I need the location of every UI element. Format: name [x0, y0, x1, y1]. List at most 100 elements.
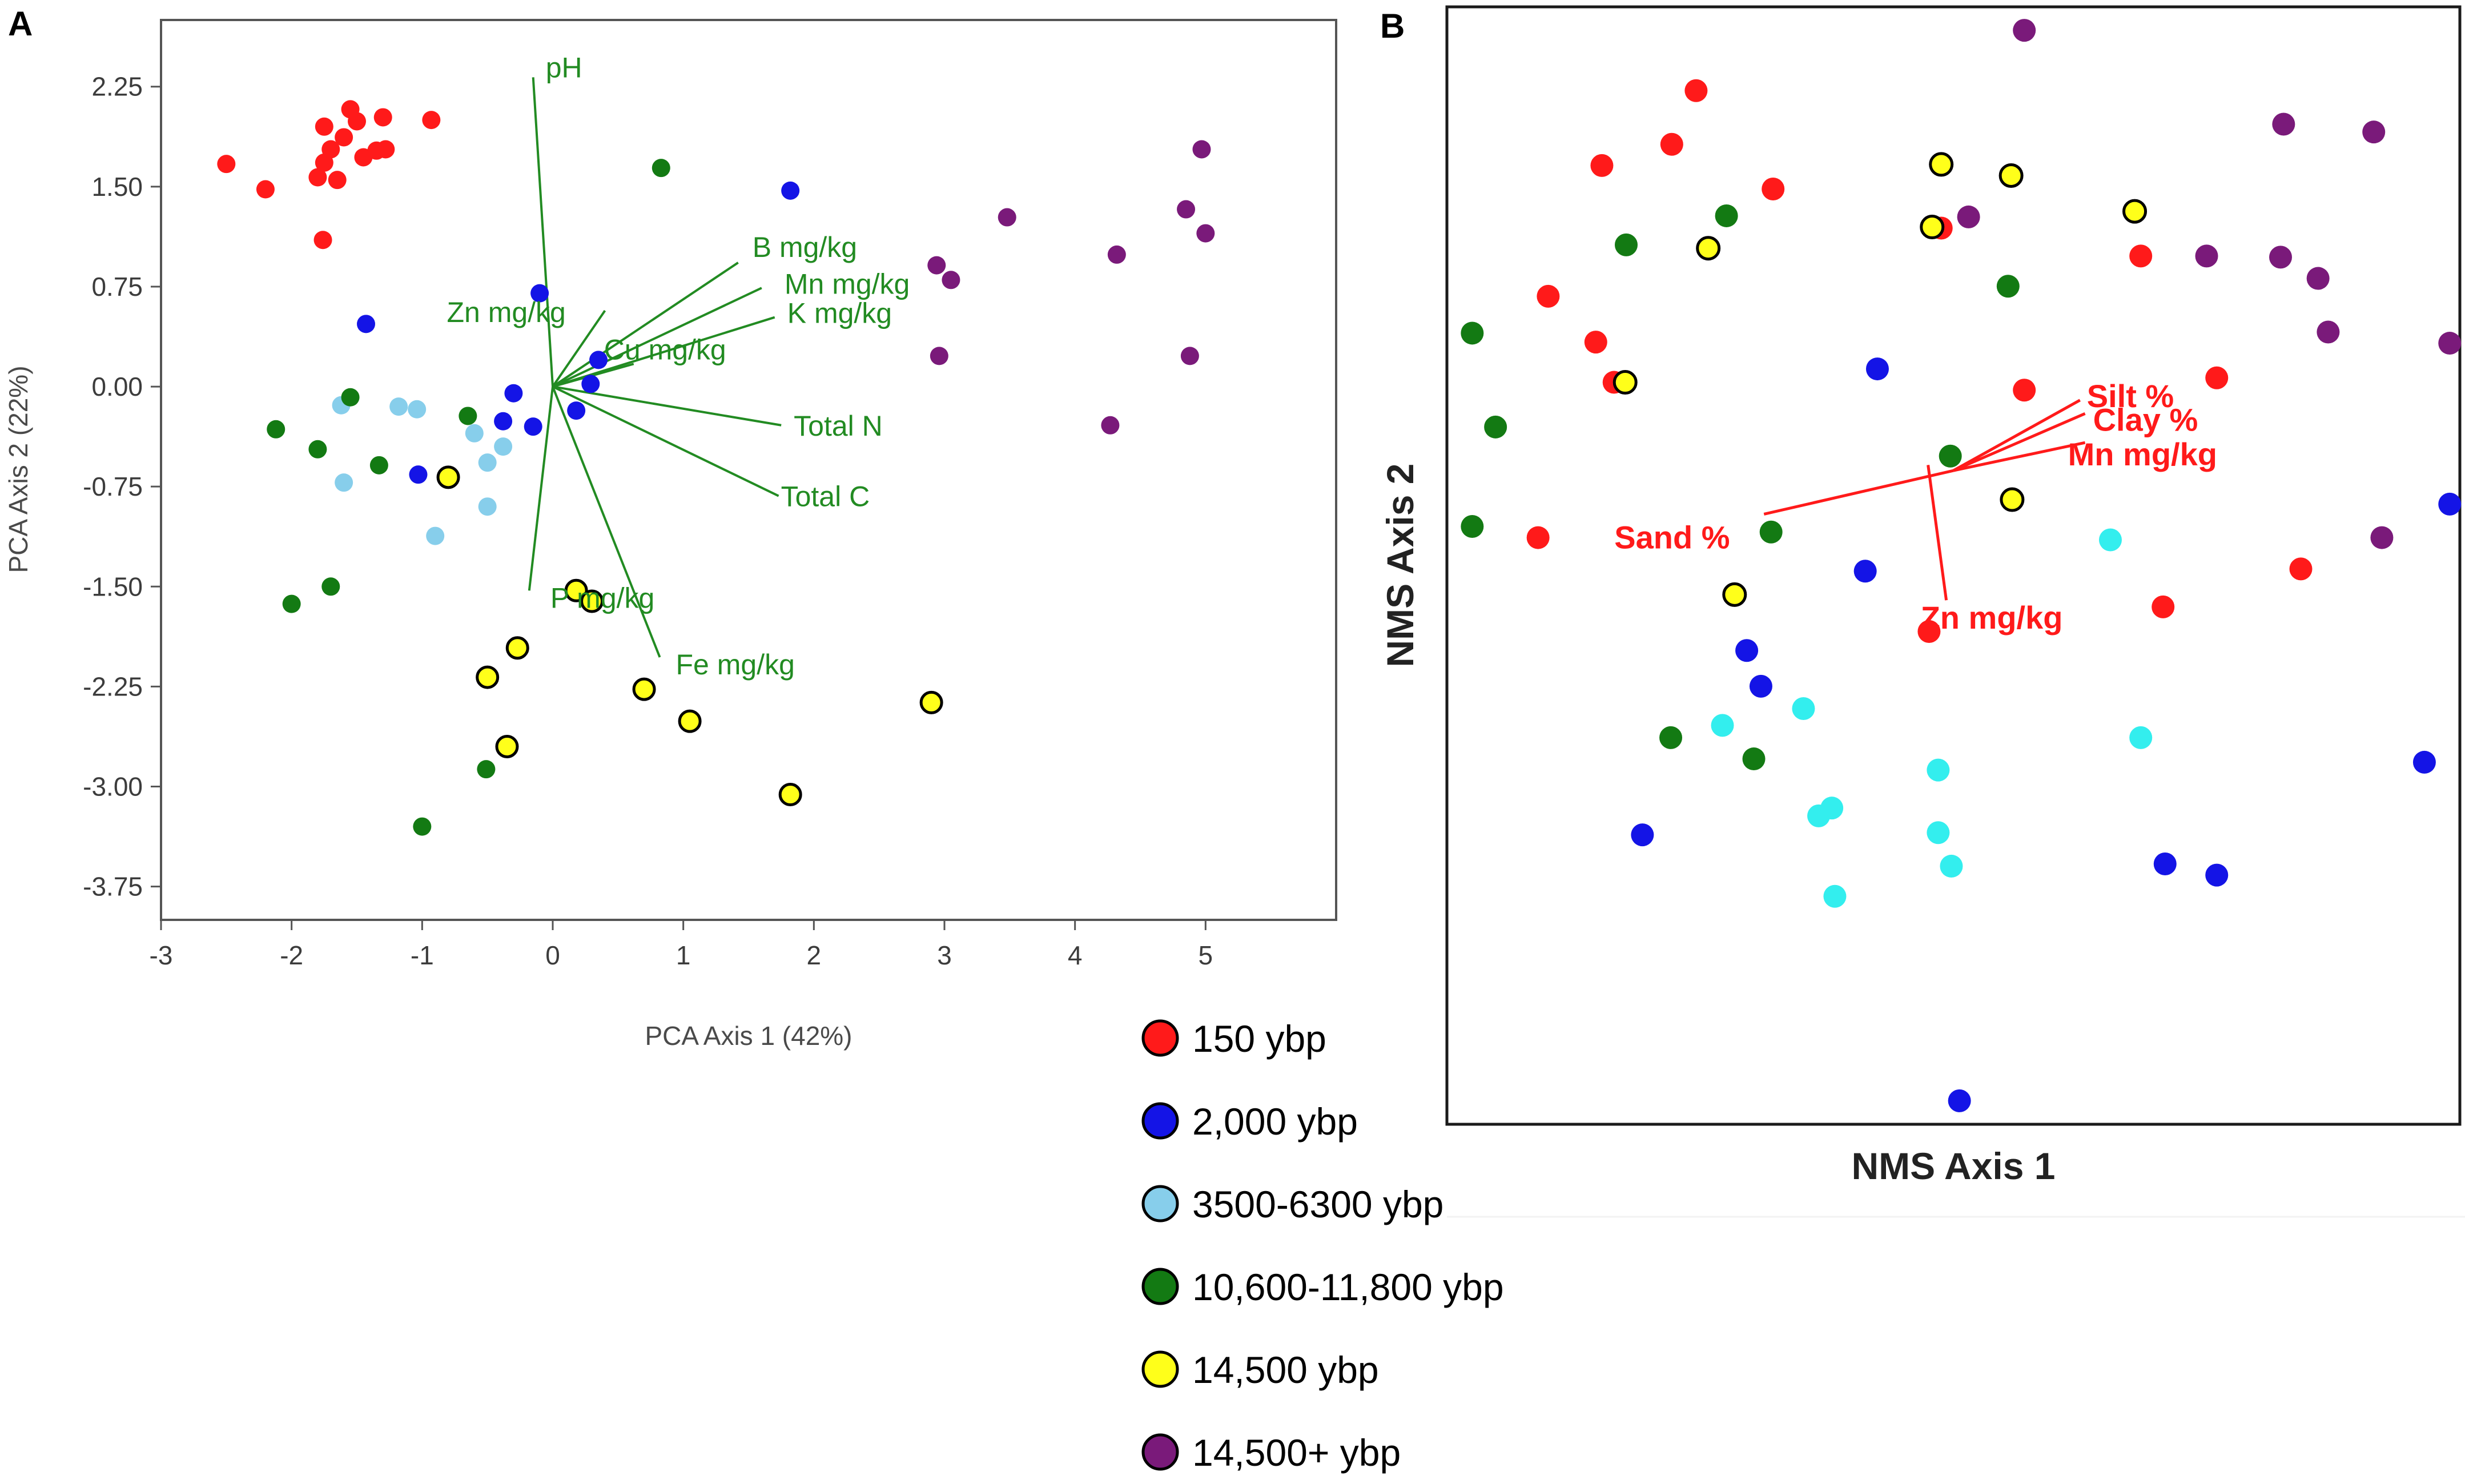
- pca-point-10-600-11-800-ybp: [652, 159, 670, 178]
- pca-point-2-000-ybp: [357, 315, 376, 333]
- pca-point-14-500-ybp: [564, 578, 588, 602]
- legend-marker: [1141, 1019, 1179, 1057]
- pca-x-tick-label: -2: [280, 940, 303, 970]
- pca-vector-label-cu-mg-kg: Cu mg/kg: [604, 333, 726, 365]
- pca-point-14-500-ybp: [930, 347, 948, 365]
- pca-y-tick-label: -3.00: [83, 772, 143, 802]
- nms-point-150-ybp: [1526, 526, 1550, 549]
- pca-point-10-600-11-800-ybp: [459, 407, 477, 425]
- pca-vector-b-mg-kg: [552, 262, 739, 388]
- pca-vector-label-b-mg-kg: B mg/kg: [753, 231, 857, 263]
- pca-point-2-000-ybp: [589, 351, 608, 369]
- nms-point-14-500-ybp: [1929, 152, 1954, 177]
- pca-point-14-500-ybp: [1101, 416, 1120, 435]
- pca-point-10-600-11-800-ybp: [413, 817, 432, 836]
- nms-point-14-500-ybp: [1722, 582, 1747, 607]
- nms-point-2-000-ybp: [1865, 357, 1889, 381]
- nms-point-150-ybp: [2013, 379, 2036, 402]
- pca-vector-label-group: pH B mg/kg Mn mg/kgK mg/kg Cu mg/kg Zn mg/kg…: [447, 51, 910, 681]
- pca-vector-label-p-mg-kg: P mg/kg: [550, 582, 655, 614]
- nms-point-14-500-ybp: [2438, 332, 2462, 355]
- pca-point-14-500-ybp: [1177, 200, 1196, 219]
- legend-label: 14,500 ybp: [1192, 1349, 1379, 1391]
- pca-y-tick-label: 1.50: [91, 172, 143, 202]
- nms-point-14-500-ybp: [1920, 215, 1945, 240]
- pca-vector-ph: [532, 77, 554, 387]
- nms-point-3500-6300-ybp: [1823, 884, 1847, 908]
- pca-point-3500-6300-ybp: [478, 453, 497, 472]
- nms-point-150-ybp: [2152, 595, 2175, 618]
- pca-point-2-000-ybp: [530, 284, 549, 303]
- pca-point-150-ybp: [335, 128, 353, 147]
- pca-y-tick-label: -1.50: [83, 572, 143, 601]
- pca-point-14-500-ybp: [1196, 224, 1215, 243]
- pca-x-tick-label: 2: [807, 940, 822, 970]
- legend: 150 ybp 2,000 ybp 3500-6300 ybp 10,600-11,8…: [1141, 1018, 1504, 1474]
- pca-point-10-600-11-800-ybp: [267, 420, 285, 439]
- pca-vector-label-zn-mg-kg: Zn mg/kg: [447, 296, 565, 328]
- nms-vector-mn-mg-kg: [1953, 441, 2086, 472]
- nms-point-14-500-ybp: [1957, 205, 1980, 228]
- nms-point-150-ybp: [1684, 79, 1708, 102]
- pca-x-tick-label: -3: [150, 940, 173, 970]
- panel-b-letter: B: [1380, 7, 1405, 45]
- pca-y-tick-label: -3.75: [83, 872, 143, 902]
- nms-vector-clay: [1953, 412, 2086, 472]
- nms-vector-label-zn-mg-kg: Zn mg/kg: [1921, 600, 2063, 636]
- legend-marker: [1141, 1268, 1179, 1305]
- pca-vector-group: [528, 77, 782, 658]
- pca-point-3500-6300-ybp: [478, 497, 497, 516]
- pca-point-150-ybp: [373, 108, 392, 127]
- nms-point-3500-6300-ybp: [2129, 726, 2153, 749]
- pca-vector-total-c: [552, 385, 779, 497]
- nms-point-2-000-ybp: [1948, 1089, 1971, 1112]
- pca-point-14-500-ybp: [1107, 245, 1126, 264]
- pca-x-tick-label: 5: [1199, 940, 1213, 970]
- nms-point-14-500-ybp: [2306, 267, 2330, 290]
- nms-point-14-500-ybp: [2013, 19, 2036, 42]
- legend-label: 10,600-11,800 ybp: [1192, 1266, 1504, 1308]
- nms-vector-sand: [1763, 469, 1954, 516]
- pca-point-2-000-ybp: [494, 412, 513, 431]
- pca-y-tick-label: -2.25: [83, 671, 143, 701]
- pca-point-10-600-11-800-ybp: [341, 388, 360, 407]
- nms-point-10-600-11-800-ybp: [1461, 321, 1484, 345]
- pca-point-14-500-ybp: [1180, 347, 1199, 365]
- pca-point-3500-6300-ybp: [389, 397, 408, 416]
- pca-point-14-500-ybp: [505, 636, 529, 660]
- nms-point-10-600-11-800-ybp: [1659, 726, 1683, 749]
- nms-vector-label-clay: Clay %: [2093, 401, 2198, 437]
- pca-x-tick-label: 1: [676, 940, 691, 970]
- pca-x-tick-label: 3: [937, 940, 952, 970]
- pca-point-14-500-ybp: [998, 208, 1016, 227]
- nms-point-14-500-ybp: [1998, 163, 2024, 188]
- legend-item-14-500-ybp: 14,500 ybp: [1141, 1349, 1379, 1391]
- pca-y-tick-label: -0.75: [83, 472, 143, 501]
- pca-point-14-500-ybp: [778, 783, 802, 807]
- legend-label: 150 ybp: [1192, 1018, 1326, 1060]
- nms-point-14-500-ybp: [2195, 244, 2218, 268]
- pca-point-14-500-ybp: [942, 271, 960, 289]
- pca-point-2-000-ybp: [567, 401, 586, 420]
- nms-vector-label-silt: Silt %: [2087, 378, 2174, 414]
- nms-point-10-600-11-800-ybp: [1759, 520, 1783, 544]
- pca-tick-group: -3 -2 -1 0 1 2 3 4 5 2.25 1.50 0.75 0.00 -0.75 -1.50 -2…: [83, 72, 1213, 970]
- nms-point-10-600-11-800-ybp: [1614, 233, 1638, 256]
- pca-vector-mn-mg-kg: [552, 287, 762, 388]
- pca-point-14-500-ybp: [919, 690, 943, 714]
- pca-plot-frame: [160, 19, 1337, 921]
- pca-x-tick-label: 4: [1068, 940, 1083, 970]
- pca-vector-label-ph: pH: [546, 51, 582, 83]
- pca-vector-label-total-n: Total N: [794, 410, 883, 442]
- nms-point-150-ybp: [2289, 557, 2313, 581]
- nms-point-150-ybp: [2205, 366, 2229, 389]
- nms-vector-label-sand: Sand %: [1614, 519, 1730, 555]
- pca-x-tick-label: 0: [545, 940, 560, 970]
- pca-point-2-000-ybp: [524, 417, 542, 436]
- nms-point-14-500-ybp: [2370, 526, 2394, 549]
- nms-point-3500-6300-ybp: [2098, 528, 2122, 552]
- pca-point-14-500-ybp: [580, 589, 604, 613]
- pca-point-150-ybp: [321, 140, 340, 159]
- legend-marker: [1141, 1102, 1179, 1140]
